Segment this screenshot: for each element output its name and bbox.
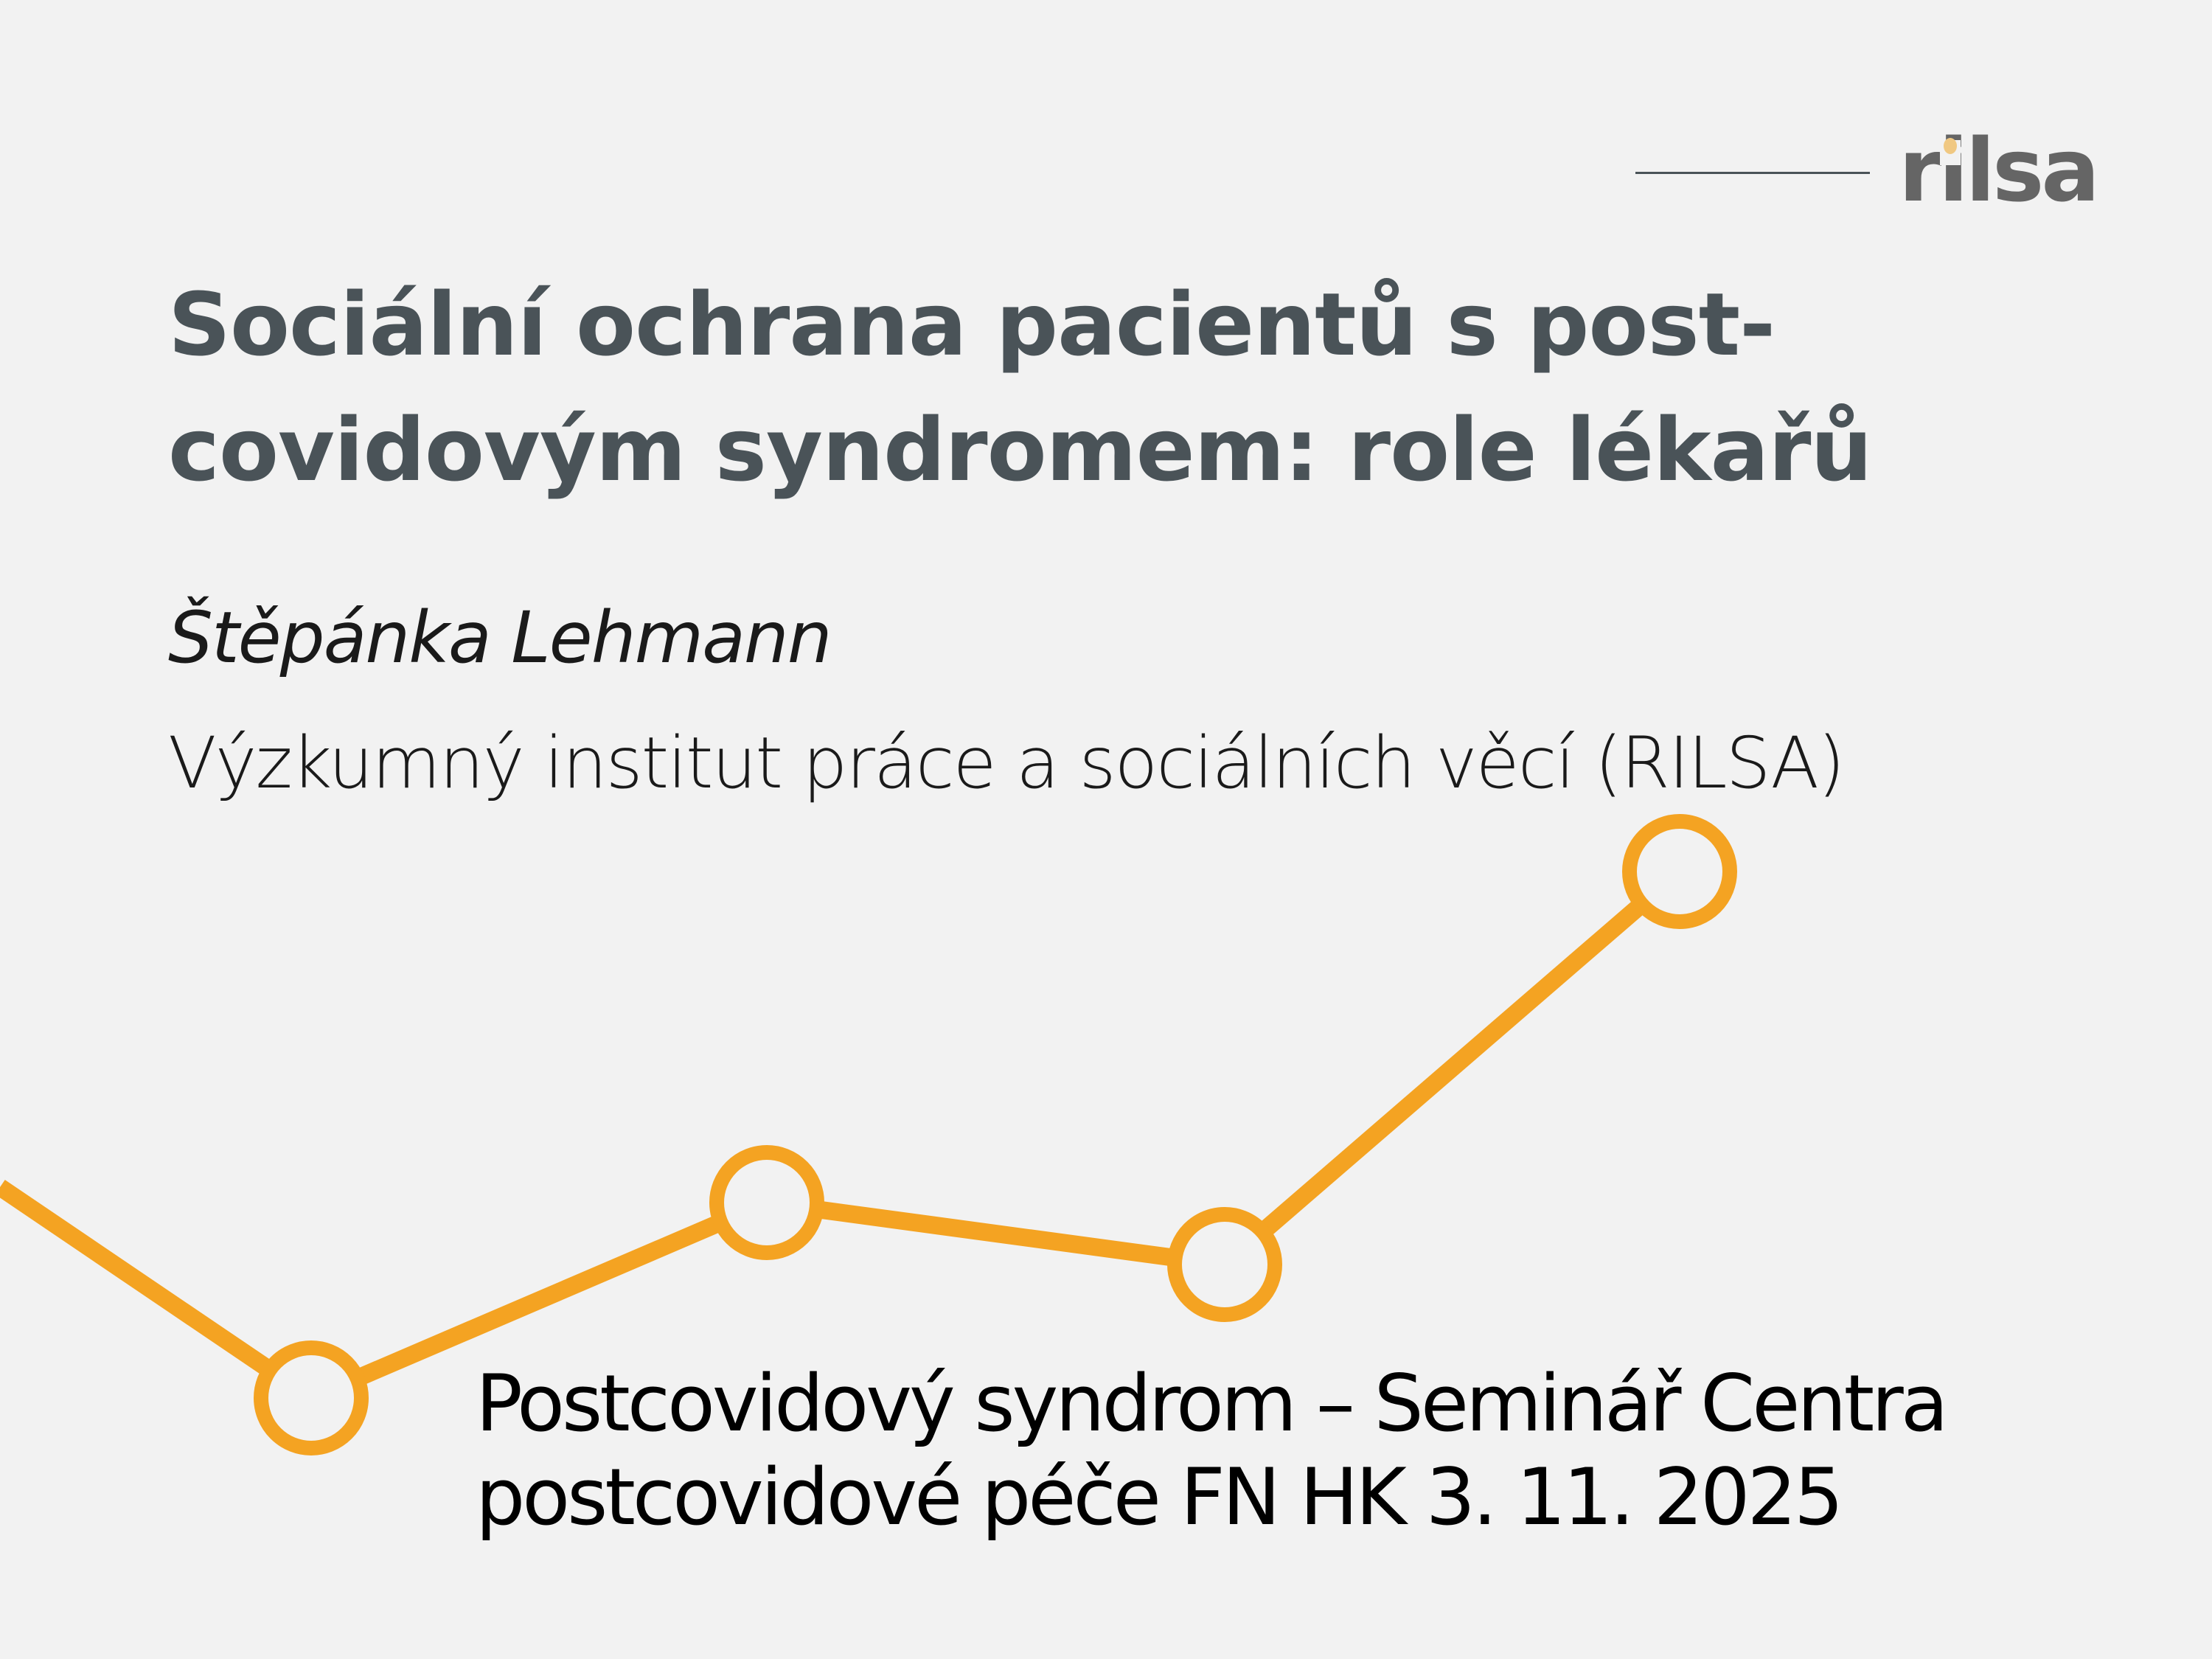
marker-circle-icon (1167, 1207, 1282, 1322)
slide-title-line-2: covidovým syndromem: role lékařů (168, 399, 1872, 501)
event-info-line-2: postcovidové péče FN HK 3. 11. 2025 (476, 1452, 1843, 1543)
author-name: Štěpánka Lehmann (168, 597, 832, 679)
marker-circle-icon (709, 1145, 824, 1260)
slide-title: Sociální ochrana pacientů s post- covido… (168, 262, 1872, 512)
slide-title-line-1: Sociální ochrana pacientů s post- (168, 274, 1775, 375)
marker-circle-icon (1622, 814, 1737, 929)
logo-text: rilsa (1899, 119, 2100, 221)
logo-divider-line (1635, 172, 1870, 174)
marker-circle-icon (254, 1340, 369, 1455)
trend-markers (254, 814, 1737, 1455)
logo-dot-icon (1944, 138, 1957, 154)
event-info-line-1: Postcovidový syndrom – Seminář Centra (476, 1358, 1949, 1449)
institution-name: Výzkumný institut práce a sociálních věc… (168, 722, 1845, 804)
trend-line (0, 864, 1686, 1408)
event-info: Postcovidový syndrom – Seminář Centra po… (476, 1357, 1949, 1544)
